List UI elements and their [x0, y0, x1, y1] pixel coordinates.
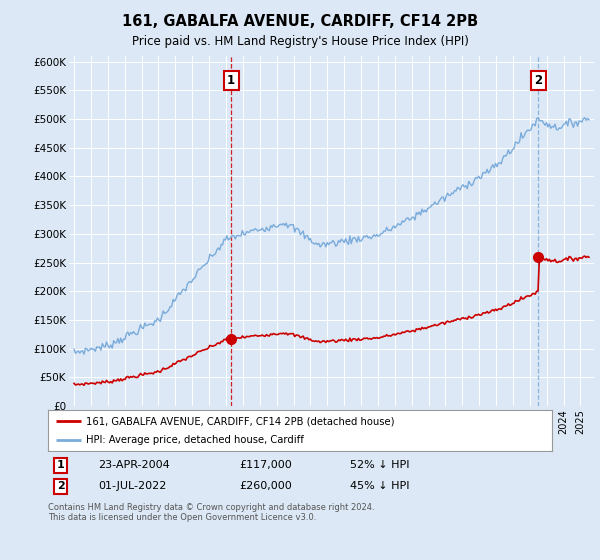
Text: 23-APR-2004: 23-APR-2004: [98, 460, 170, 470]
Text: 45% ↓ HPI: 45% ↓ HPI: [350, 481, 410, 491]
Text: Price paid vs. HM Land Registry's House Price Index (HPI): Price paid vs. HM Land Registry's House …: [131, 35, 469, 48]
Text: 2: 2: [57, 481, 64, 491]
Text: 52% ↓ HPI: 52% ↓ HPI: [350, 460, 410, 470]
Text: £260,000: £260,000: [239, 481, 292, 491]
Text: 1: 1: [57, 460, 64, 470]
Text: £117,000: £117,000: [239, 460, 292, 470]
Text: Contains HM Land Registry data © Crown copyright and database right 2024.
This d: Contains HM Land Registry data © Crown c…: [48, 503, 374, 522]
Text: 01-JUL-2022: 01-JUL-2022: [98, 481, 167, 491]
Text: HPI: Average price, detached house, Cardiff: HPI: Average price, detached house, Card…: [86, 435, 304, 445]
Text: 161, GABALFA AVENUE, CARDIFF, CF14 2PB (detached house): 161, GABALFA AVENUE, CARDIFF, CF14 2PB (…: [86, 417, 394, 426]
Text: 2: 2: [534, 74, 542, 87]
Text: 1: 1: [227, 74, 235, 87]
Text: 161, GABALFA AVENUE, CARDIFF, CF14 2PB: 161, GABALFA AVENUE, CARDIFF, CF14 2PB: [122, 14, 478, 29]
